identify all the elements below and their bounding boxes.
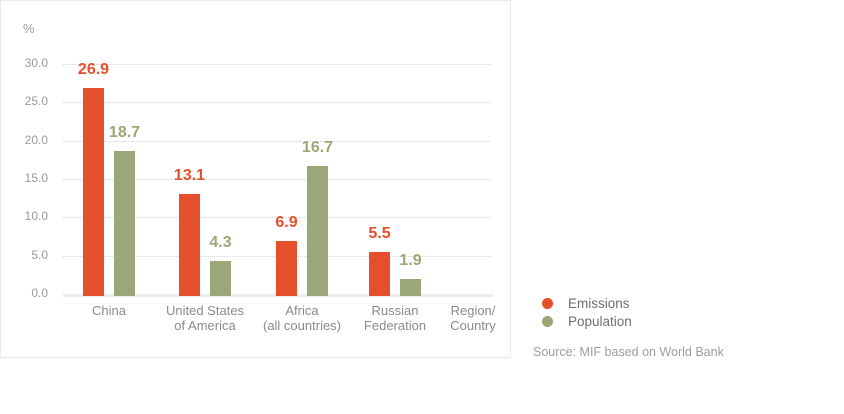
bar-emissions-4	[369, 251, 390, 296]
value-label-population-2: 4.3	[209, 234, 232, 252]
value-label-population-1: 18.7	[108, 123, 141, 141]
value-label-emissions-3: 6.9	[275, 214, 298, 232]
y-tick-label-15: 15.0	[24, 171, 48, 185]
y-tick-label-5: 5.0	[31, 247, 48, 262]
legend: Emissions Population	[542, 296, 632, 329]
value-label-population-4: 1.9	[399, 252, 422, 270]
bar-population-1	[114, 150, 135, 296]
bar-population-2	[210, 261, 231, 296]
y-tick-label-20: 20.0	[24, 132, 48, 147]
value-label-emissions-4: 5.5	[368, 224, 391, 242]
bar-population-3	[307, 165, 328, 296]
category-label-4: Russian Federation	[363, 303, 427, 333]
bar-emissions-3	[276, 241, 297, 296]
x-axis-title-line1: Region/	[450, 303, 496, 318]
x-axis-title: Region/ Country	[450, 303, 496, 333]
y-axis-unit-label: %	[23, 21, 35, 36]
value-label-population-3: 16.7	[301, 138, 334, 156]
bar-emissions-2	[179, 193, 200, 296]
y-tick-label-30: 30.0	[24, 56, 48, 70]
legend-item-emissions: Emissions	[542, 296, 632, 311]
population-swatch-icon	[542, 316, 553, 327]
emissions-swatch-icon	[542, 298, 553, 309]
value-label-emissions-1: 26.9	[77, 60, 110, 78]
y-tick-label-0: 0.0	[31, 286, 48, 300]
gridline-15	[63, 179, 491, 180]
bar-emissions-1	[83, 87, 104, 296]
legend-label-emissions: Emissions	[568, 296, 630, 311]
chart-panel: % 0.0 5.0 10.0 15.0 20.0 25.0 30.0 26.9 18.7 13.…	[0, 0, 511, 358]
value-label-emissions-2: 13.1	[173, 166, 206, 184]
y-tick-label-25: 25.0	[24, 94, 48, 109]
bar-population-4	[400, 279, 421, 296]
legend-label-population: Population	[568, 314, 632, 329]
category-label-1: China	[92, 303, 126, 318]
gridline-30	[63, 64, 491, 65]
x-axis-title-line2: Country	[450, 318, 496, 333]
category-label-3: Africa (all countries)	[262, 303, 342, 333]
gridline-25	[63, 102, 491, 104]
legend-item-population: Population	[542, 314, 632, 329]
y-tick-label-10: 10.0	[24, 209, 48, 224]
gridline-10	[63, 217, 491, 219]
category-label-2: United States of America	[165, 303, 245, 333]
gridline-20	[63, 140, 491, 142]
source-note: Source: MIF based on World Bank	[533, 345, 724, 359]
